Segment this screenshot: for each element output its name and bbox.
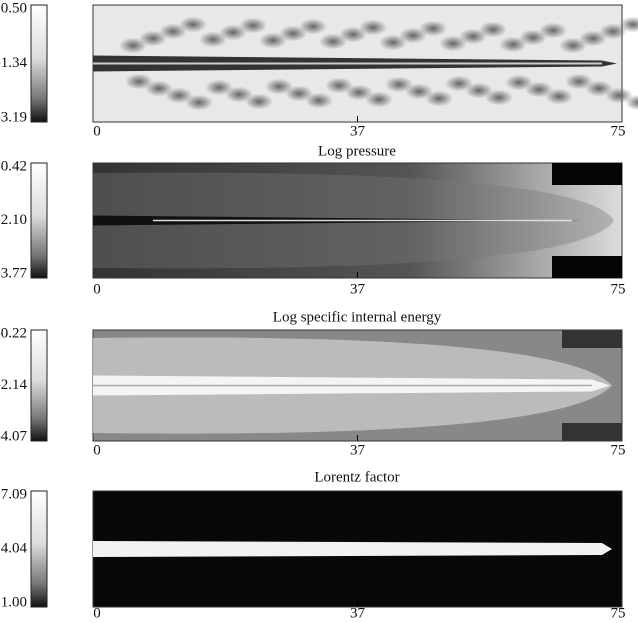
colorbar-tick-label: 0.50	[1, 0, 27, 16]
vortex	[519, 29, 547, 46]
colorbar	[30, 162, 48, 279]
x-tick-label: 0	[93, 442, 101, 458]
colorbar-tick-label: 4.04	[1, 540, 28, 556]
vortex	[465, 82, 493, 99]
colorbar	[30, 329, 48, 442]
vortex	[385, 76, 413, 93]
vortex	[599, 23, 627, 40]
colorbar	[30, 4, 48, 123]
vortex	[125, 73, 153, 90]
simulation-image	[92, 490, 623, 608]
x-tick-label: 37	[350, 123, 366, 139]
vortex	[539, 22, 567, 39]
vortex	[245, 93, 273, 110]
colorbar-tick-label: -4.07	[0, 428, 27, 444]
vortex	[259, 32, 287, 49]
panel-title: Log pressure	[318, 143, 396, 159]
vortex	[179, 16, 207, 33]
vortex	[445, 75, 473, 92]
colorbar-tick-label: -0.22	[0, 325, 27, 341]
vortex	[119, 37, 147, 54]
vortex	[239, 17, 267, 34]
vortex	[419, 20, 447, 37]
vortex	[305, 92, 333, 109]
vortex	[185, 94, 213, 111]
vortex	[279, 25, 307, 42]
corner	[562, 423, 622, 441]
vortex	[605, 87, 633, 104]
simulation-image	[92, 4, 638, 123]
vortex	[559, 37, 587, 54]
vortex	[199, 31, 227, 48]
x-tick-label: 37	[350, 442, 366, 458]
corner	[552, 256, 622, 278]
vortex	[479, 21, 507, 38]
vortex	[405, 83, 433, 100]
vortex	[319, 33, 347, 50]
vortex	[499, 36, 527, 53]
vortex	[485, 89, 513, 106]
vortex	[585, 80, 613, 97]
simulation-image	[92, 329, 623, 442]
vortex	[299, 18, 327, 35]
x-tick-label: 75	[611, 281, 626, 297]
colorbar-tick-label: -3.19	[0, 109, 27, 125]
vortex	[459, 28, 487, 45]
vortex	[625, 94, 638, 111]
simulation-image	[92, 162, 623, 279]
vortex	[165, 87, 193, 104]
vortex	[265, 78, 293, 95]
x-tick-label: 37	[350, 281, 366, 297]
colorbar-tick-label: -1.34	[0, 55, 27, 71]
vortex	[379, 34, 407, 51]
vortex	[139, 30, 167, 47]
vortex	[219, 24, 247, 41]
x-tick-label: 0	[93, 281, 101, 297]
vortex	[439, 35, 467, 52]
colorbar	[30, 490, 48, 608]
vortex	[339, 26, 367, 43]
vortex	[425, 90, 453, 107]
x-tick-label: 75	[611, 605, 626, 621]
colorbar-tick-label: -2.10	[0, 212, 27, 228]
colorbar-tick-label: -2.14	[0, 377, 27, 393]
vortex	[505, 74, 533, 91]
vortex	[579, 30, 607, 47]
colorbar-tick-label: 1.00	[1, 594, 27, 610]
corner	[552, 163, 622, 185]
x-tick-label: 75	[611, 442, 626, 458]
colorbar-tick-label: -3.77	[0, 265, 27, 281]
panel-title: Lorentz factor	[314, 469, 399, 485]
vortex	[205, 79, 233, 96]
vortex	[365, 91, 393, 108]
jet-beam	[93, 541, 612, 557]
x-tick-label: 37	[350, 605, 366, 621]
vortex	[159, 23, 187, 40]
vortex	[285, 85, 313, 102]
panel-title: Log specific internal energy	[273, 309, 442, 325]
vortex	[545, 88, 573, 105]
x-tick-label: 75	[611, 123, 626, 139]
vortex	[225, 86, 253, 103]
vortex	[359, 19, 387, 36]
corner	[562, 330, 622, 348]
x-tick-label: 0	[93, 123, 101, 139]
vortex	[345, 84, 373, 101]
colorbar-tick-label: -0.42	[0, 158, 27, 174]
vortex	[325, 77, 353, 94]
colorbar-tick-label: 7.09	[1, 486, 27, 502]
vortex	[565, 73, 593, 90]
vortex	[525, 81, 553, 98]
vortex	[399, 27, 427, 44]
vortex	[619, 16, 638, 33]
vortex	[145, 80, 173, 97]
x-tick-label: 0	[93, 605, 101, 621]
